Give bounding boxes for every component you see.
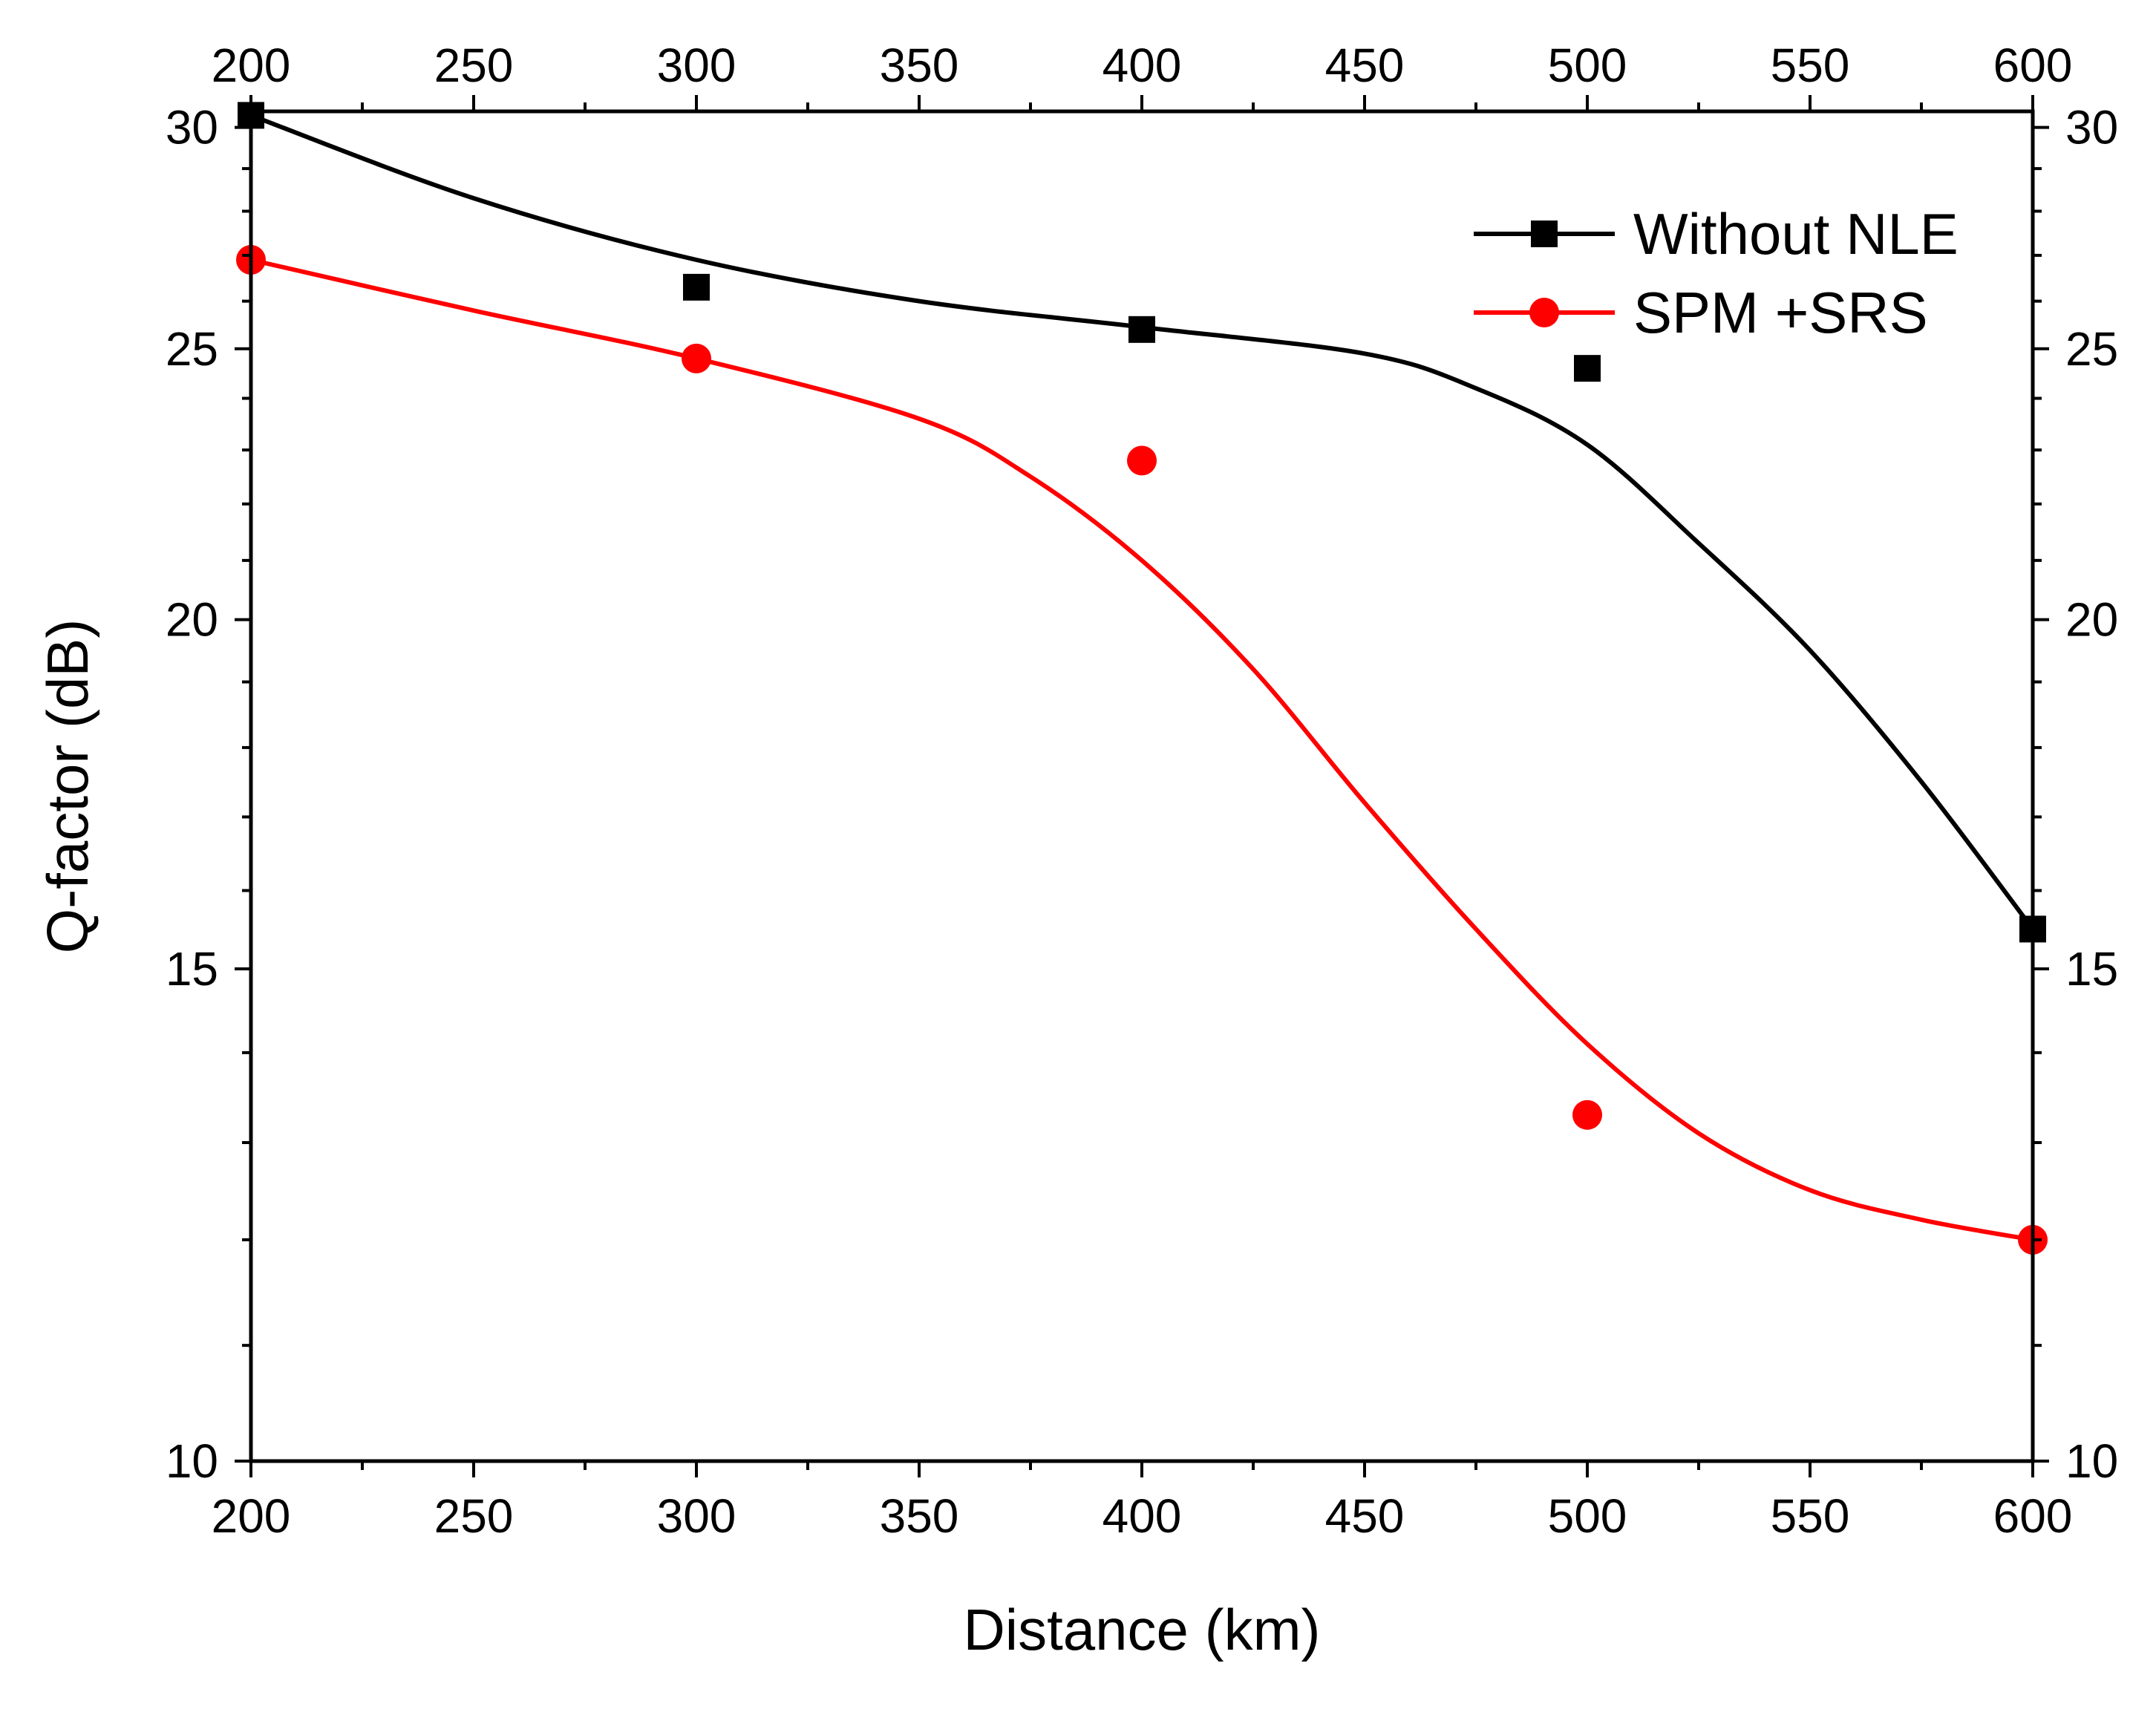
x-tick-label-bottom: 450: [1325, 1489, 1405, 1543]
y-axis-title: Q-factor (dB): [35, 619, 100, 954]
x-axis-title: Distance (km): [963, 1597, 1320, 1662]
legend: Without NLE SPM +SRS: [1474, 201, 1959, 345]
y-tick-label-right: 30: [2065, 101, 2118, 154]
data-point-without-nle: [683, 273, 710, 301]
legend-label-spm-srs: SPM +SRS: [1633, 280, 1928, 345]
y-tick-label-right: 15: [2065, 942, 2118, 996]
y-tick-label-right: 10: [2065, 1434, 2118, 1488]
x-tick-label-top: 450: [1325, 39, 1405, 92]
x-tick-label-bottom: 350: [880, 1489, 959, 1543]
data-point-without-nle: [1574, 355, 1601, 382]
x-tick-label-top: 250: [434, 39, 514, 92]
legend-label-without-nle: Without NLE: [1633, 201, 1959, 267]
plot-frame: [249, 109, 2035, 1463]
y-tick-label-right: 20: [2065, 593, 2118, 647]
x-tick-label-bottom: 400: [1102, 1489, 1182, 1543]
axis-tick-labels: 200 200 250 250 300 300 350 350 400 400 450 450 500 5…: [166, 39, 2118, 1543]
y-tick-label-left: 20: [166, 593, 218, 647]
x-tick-label-top: 550: [1771, 39, 1850, 92]
x-tick-label-bottom: 600: [1993, 1489, 2073, 1543]
x-tick-label-bottom: 200: [212, 1489, 291, 1543]
data-point-spm-srs: [1127, 445, 1157, 476]
y-tick-label-left: 30: [166, 101, 218, 154]
x-tick-label-top: 500: [1548, 39, 1627, 92]
y-tick-label-left: 15: [166, 942, 218, 996]
data-point-spm-srs: [682, 343, 711, 373]
series-line-spm-srs: [250, 258, 2034, 1242]
x-tick-label-bottom: 300: [657, 1489, 736, 1543]
data-point-spm-srs: [1572, 1100, 1602, 1130]
x-tick-label-top: 200: [212, 39, 291, 92]
x-tick-label-bottom: 500: [1548, 1489, 1627, 1543]
series-markers: [236, 102, 2048, 1255]
x-tick-label-top: 300: [657, 39, 736, 92]
y-tick-label-right: 25: [2065, 322, 2118, 376]
data-point-without-nle: [1128, 316, 1155, 343]
x-tick-label-top: 400: [1102, 39, 1182, 92]
x-tick-label-top: 600: [1993, 39, 2073, 92]
series-curves: [249, 113, 2035, 1242]
x-tick-label-bottom: 550: [1771, 1489, 1850, 1543]
legend-marker-spm-srs: [1529, 298, 1559, 327]
x-tick-label-top: 350: [880, 39, 959, 92]
y-tick-label-left: 10: [166, 1434, 218, 1488]
series-line-without-nle: [249, 113, 2035, 931]
legend-marker-without-nle: [1531, 220, 1558, 247]
x-tick-label-bottom: 250: [434, 1489, 514, 1543]
y-tick-label-left: 25: [166, 322, 218, 376]
